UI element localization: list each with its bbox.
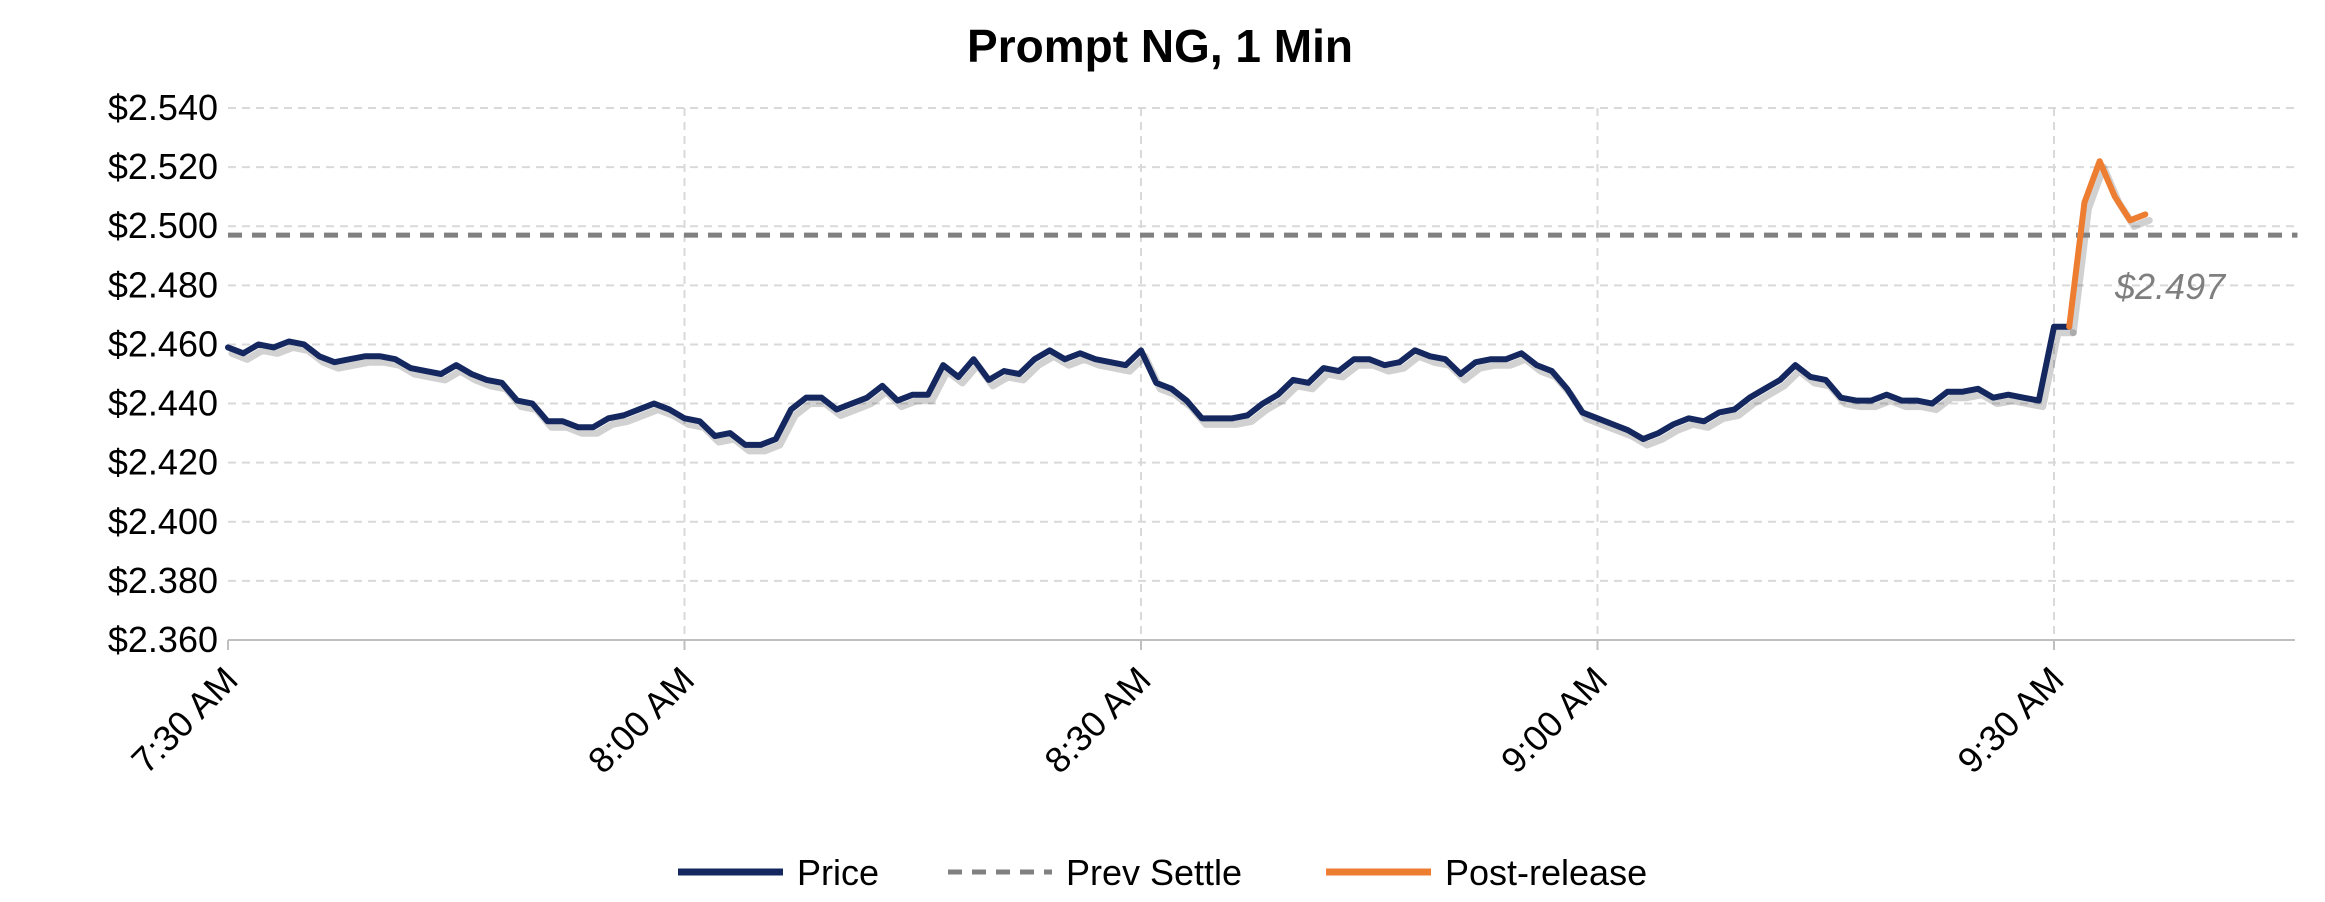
- prev-settle-annotation: $2.497: [2114, 266, 2227, 307]
- chart-title: Prompt NG, 1 Min: [967, 20, 1353, 72]
- y-tick-label: $2.360: [108, 619, 218, 660]
- legend-label-prev-settle: Prev Settle: [1066, 852, 1242, 893]
- y-tick-label: $2.540: [108, 87, 218, 128]
- x-tick-label: 9:30 AM: [1949, 659, 2071, 781]
- series-line-price: [225, 323, 2073, 448]
- x-axis-ticks: 7:30 AM 8:00 AM 8:30 AM 9:00 AM 9:30 AM: [123, 659, 2071, 781]
- legend-label-price: Price: [797, 852, 879, 893]
- y-axis-ticks: $2.360 $2.380 $2.400 $2.420 $2.440 $2.460 $2.4…: [108, 87, 218, 660]
- y-tick-label: $2.380: [108, 560, 218, 601]
- x-tick-label: 8:30 AM: [1036, 659, 1158, 781]
- y-tick-label: $2.440: [108, 383, 218, 424]
- axes: [227, 639, 2295, 650]
- legend: Price Prev Settle Post-release: [678, 852, 1647, 893]
- y-tick-label: $2.400: [108, 501, 218, 542]
- y-tick-label: $2.480: [108, 264, 218, 305]
- y-tick-label: $2.520: [108, 146, 218, 187]
- y-tick-label: $2.420: [108, 442, 218, 483]
- series-line-post-release: [2066, 158, 2149, 330]
- series-group: [225, 158, 2298, 455]
- x-tick-label: 8:00 AM: [580, 659, 702, 781]
- y-tick-label: $2.500: [108, 205, 218, 246]
- x-tick-label: 9:00 AM: [1493, 659, 1615, 781]
- x-tick-label: 7:30 AM: [123, 659, 245, 781]
- grid: [228, 107, 2295, 640]
- legend-label-post-release: Post-release: [1445, 852, 1647, 893]
- y-tick-label: $2.460: [108, 323, 218, 364]
